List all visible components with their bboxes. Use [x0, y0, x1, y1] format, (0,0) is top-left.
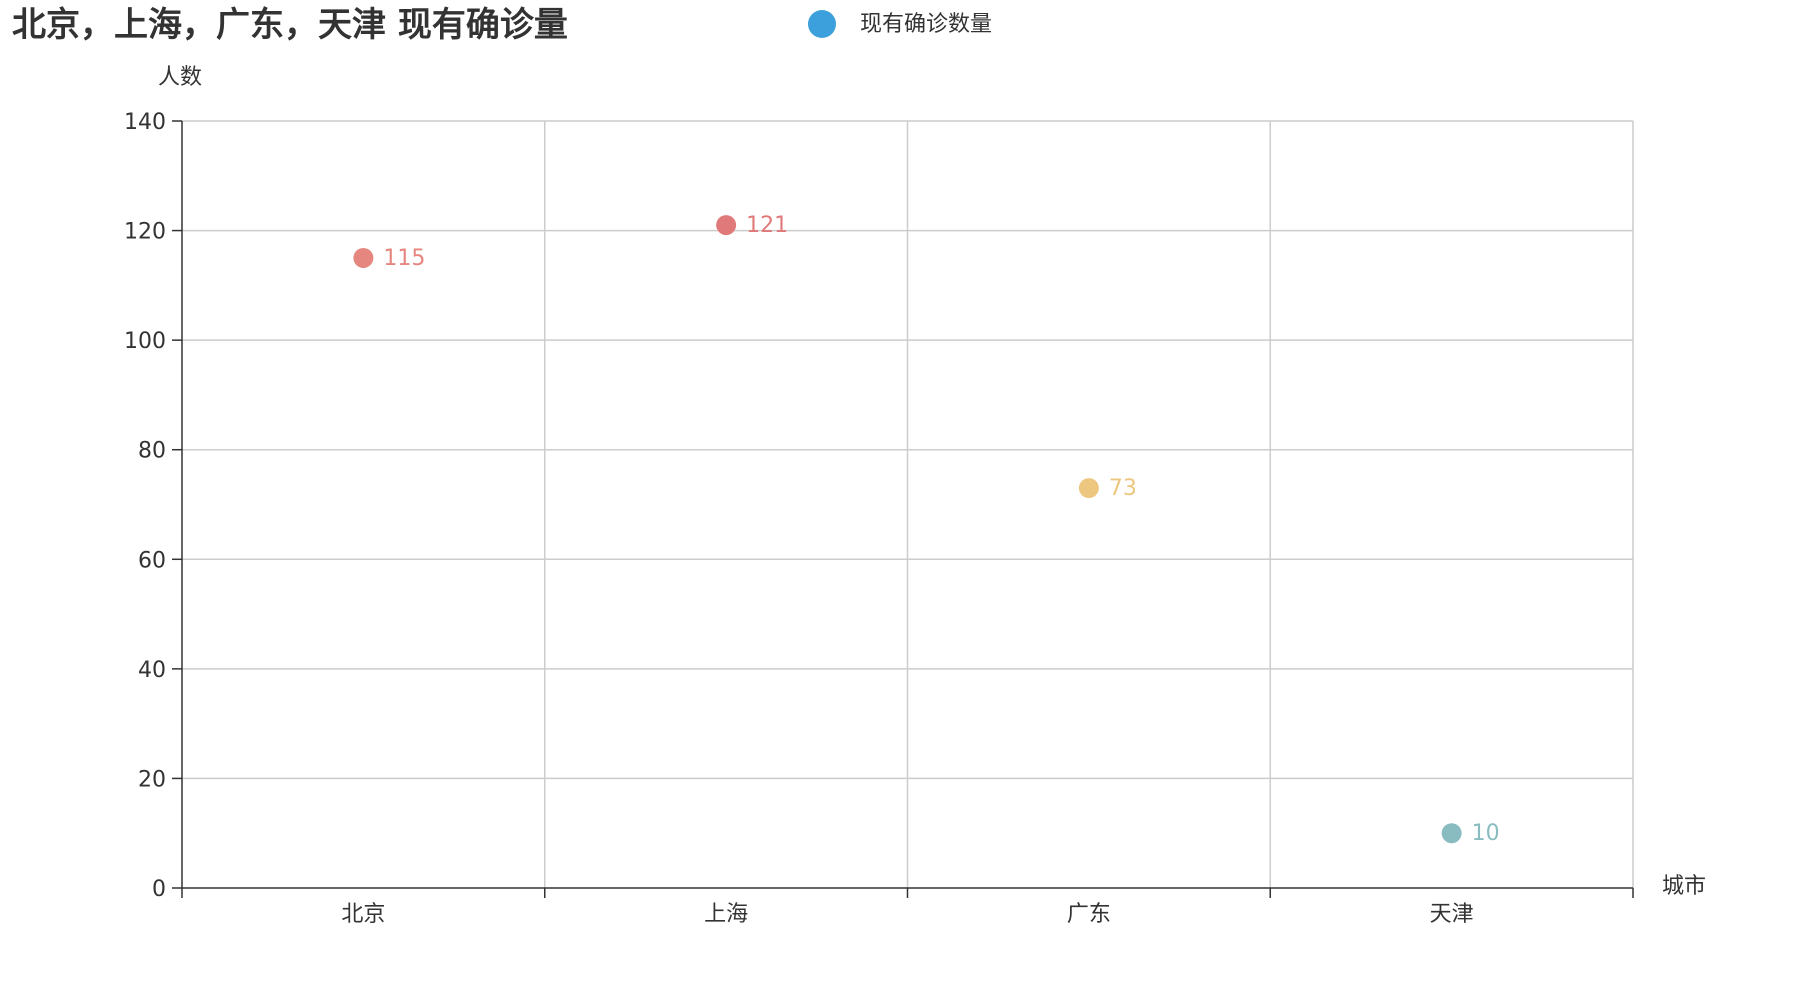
data-label: 73 [1109, 476, 1137, 501]
x-tick-label: 广东 [1067, 902, 1111, 927]
y-tick-label: 80 [138, 439, 166, 464]
data-label: 115 [383, 246, 425, 271]
y-tick-label: 100 [124, 329, 166, 354]
legend-marker [808, 10, 836, 38]
y-tick-label: 120 [124, 220, 166, 245]
y-tick-label: 0 [152, 877, 166, 902]
x-tick-label: 天津 [1430, 902, 1474, 927]
y-tick-label: 60 [138, 548, 166, 573]
grid [182, 120, 1634, 888]
chart-title: 北京，上海，广东，天津 现有确诊量 [12, 5, 568, 45]
y-axis-label: 人数 [158, 65, 202, 90]
data-label: 121 [746, 213, 788, 238]
y-tick-label: 40 [138, 658, 166, 683]
x-axis-ticks: 北京 上海 广东 天津 [181, 888, 1634, 927]
x-tick-label: 上海 [704, 902, 748, 927]
y-axis-ticks: 0 20 40 60 80 100 120 140 [124, 110, 182, 902]
legend-label: 现有确诊数量 [860, 12, 992, 37]
data-label: 10 [1472, 821, 1500, 846]
data-point [1078, 478, 1099, 499]
data-point [353, 247, 374, 268]
scatter-series: 115 121 73 10 [353, 213, 1500, 846]
y-tick-label: 20 [138, 767, 166, 792]
legend[interactable]: 现有确诊数量 [808, 10, 992, 38]
y-tick-label: 140 [124, 110, 166, 135]
data-point [1441, 823, 1462, 844]
x-tick-label: 北京 [341, 902, 385, 927]
data-point [716, 215, 737, 236]
x-axis-label: 城市 [1662, 874, 1706, 899]
